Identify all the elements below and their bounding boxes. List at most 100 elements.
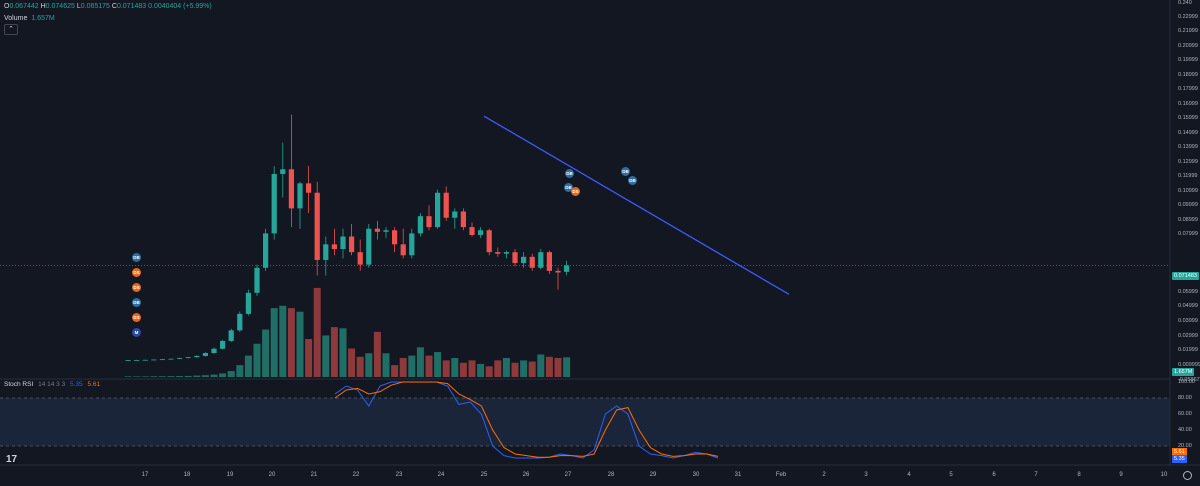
volume-bar [502, 358, 510, 377]
time-axis-label: 26 [522, 472, 530, 478]
time-axis-label: 24 [437, 472, 445, 478]
candle-body [151, 359, 157, 361]
volume-bar [133, 376, 141, 377]
signal-badge-ds[interactable]: DS [571, 187, 580, 196]
volume-bar [210, 374, 218, 377]
price-axis-label: 0.01999 [1178, 347, 1198, 353]
signal-badge-ds[interactable]: DS [132, 313, 141, 322]
volume-bar [322, 335, 330, 377]
ohlc-legend: O0.067442 H0.074625 L0.065175 C0.071483 … [4, 3, 212, 10]
candle-body [478, 230, 484, 235]
high-label: H [40, 3, 46, 10]
candle-body [185, 357, 191, 359]
price-axis-label: 0.00999999 [1178, 362, 1200, 368]
volume-bar [373, 331, 381, 377]
volume-bar [227, 371, 235, 377]
price-axis-label: 0.12999 [1178, 159, 1198, 165]
candle-body [245, 292, 251, 314]
volume-bar [236, 365, 244, 377]
trendline [483, 115, 790, 295]
volume-bar [348, 348, 356, 377]
volume-bar [219, 373, 227, 377]
signal-badge-ds[interactable]: DS [132, 268, 141, 277]
candle-body [400, 244, 406, 256]
settings-icon[interactable] [1183, 471, 1192, 480]
candle-body [142, 359, 148, 361]
volume-bar [365, 353, 373, 377]
signal-badge-db[interactable]: DB [132, 253, 141, 262]
rsi-axis-label: 100.00 [1178, 379, 1195, 385]
volume-bar [545, 356, 553, 377]
volume-bar [468, 360, 476, 377]
signal-badge-m[interactable]: M [132, 328, 141, 337]
volume-bar [150, 376, 158, 377]
candle-body [417, 216, 423, 234]
volume-bar [330, 327, 338, 377]
signal-badge-db[interactable]: DB [565, 169, 574, 178]
candle-body [383, 230, 389, 232]
candle-body [529, 256, 535, 268]
volume-bar [537, 354, 545, 377]
close-label: C [111, 3, 117, 10]
candle-body [521, 256, 527, 264]
time-axis-label: 29 [649, 472, 657, 478]
rsi-k-line [334, 381, 719, 459]
time-axis-label: 30 [692, 472, 700, 478]
signal-badge-db[interactable]: DB [628, 176, 637, 185]
rsi-k-tag: 5.35 [1172, 455, 1187, 463]
rsi-axis-label: 60.00 [1178, 411, 1192, 417]
price-axis-label: 0.19999 [1178, 57, 1198, 63]
volume-bar [167, 376, 175, 377]
tradingview-logo[interactable]: 17 [6, 454, 18, 465]
volume-bar [416, 347, 424, 377]
time-axis-label: 6 [992, 472, 996, 478]
time-axis-label: 4 [907, 472, 911, 478]
candle-body [349, 236, 355, 253]
volume-legend: Volume 1.657M [4, 15, 55, 22]
price-axis-label: 0.13999 [1178, 144, 1198, 150]
time-axis-label: 23 [395, 472, 403, 478]
candle-body [435, 192, 441, 228]
candle-body [564, 265, 570, 272]
volume-bar [253, 343, 261, 377]
candle-body [168, 358, 174, 360]
candle-body [254, 267, 260, 293]
candle-body [314, 192, 320, 260]
time-axis-label: 9 [1119, 472, 1123, 478]
rsi-label: Stoch RSI [4, 381, 34, 388]
volume-bar [391, 365, 399, 377]
candle-body [194, 355, 200, 358]
candle-body [228, 330, 234, 341]
volume-tag: 1.657M [1172, 368, 1195, 376]
volume-bar [158, 376, 166, 377]
price-axis-label: 0.10999 [1178, 188, 1198, 194]
volume-bar [287, 308, 295, 377]
volume-bar [270, 308, 278, 377]
signal-badge-db[interactable]: DB [132, 298, 141, 307]
price-axis-label: -0.05867 [1178, 377, 1200, 383]
collapse-legend-button[interactable]: ⌃ [4, 24, 18, 35]
candle-body [409, 233, 415, 256]
price-axis-label: 0.08999 [1178, 217, 1198, 223]
time-axis-label: 7 [1034, 472, 1038, 478]
time-axis-label: 19 [226, 472, 234, 478]
price-axis-label: 0.11999 [1178, 173, 1198, 179]
time-axis-label: 20 [268, 472, 276, 478]
volume-bar [244, 355, 252, 377]
time-axis-label: 25 [480, 472, 488, 478]
rsi-axis-label: 40.00 [1178, 427, 1192, 433]
volume-bar [305, 339, 313, 377]
candle-body [280, 169, 286, 174]
signal-badge-ds[interactable]: DS [132, 283, 141, 292]
candle-body [297, 183, 303, 209]
volume-bar [279, 305, 287, 377]
volume-bar [176, 376, 184, 377]
volume-bar [442, 360, 450, 377]
signal-badge-db[interactable]: DB [564, 183, 573, 192]
candle-body [503, 252, 509, 254]
time-axis-label: 31 [734, 472, 742, 478]
price-axis-label: 0.02999 [1178, 333, 1198, 339]
signal-badge-db[interactable]: DB [621, 167, 630, 176]
candle-body [288, 169, 294, 209]
